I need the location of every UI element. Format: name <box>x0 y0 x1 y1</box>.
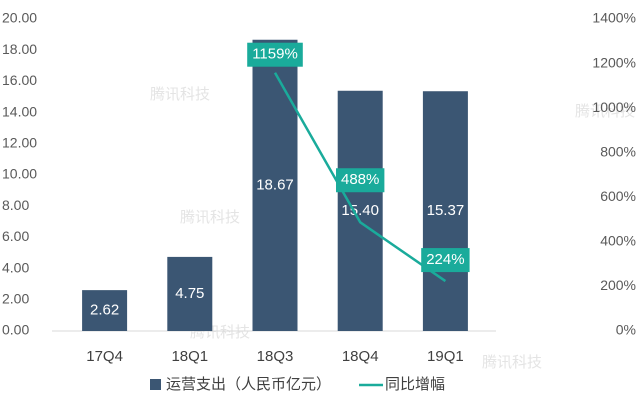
y2-tick-label: 600% <box>600 188 636 204</box>
x-tick-label: 18Q3 <box>257 348 294 365</box>
bar <box>167 256 213 331</box>
y-tick-label: 18.00 <box>2 41 37 57</box>
bar <box>82 290 128 331</box>
y-tick-label: 8.00 <box>2 197 29 213</box>
watermark: 腾讯科技 <box>180 209 240 226</box>
y2-tick-label: 1200% <box>592 54 636 70</box>
y2-tick-label: 1000% <box>592 99 636 115</box>
y2-tick-label: 0% <box>616 322 636 338</box>
bar <box>252 39 298 332</box>
watermark: 腾讯科技 <box>575 103 635 120</box>
y-tick-label: 12.00 <box>2 135 37 151</box>
line-label: 488% <box>341 171 379 188</box>
legend-label: 同比增幅 <box>385 376 445 393</box>
y-tick-label: 4.00 <box>2 259 29 275</box>
line <box>273 72 447 283</box>
bar-label: 2.62 <box>90 302 119 319</box>
x-tick-label: 19Q1 <box>427 348 464 365</box>
line-label: 1159% <box>252 46 298 63</box>
y-tick-label: 20.00 <box>2 10 37 26</box>
x-tick-label: 18Q4 <box>342 348 379 365</box>
bar-label: 18.67 <box>256 176 294 193</box>
bar <box>337 90 383 331</box>
line-label-box <box>336 168 385 193</box>
legend-swatch <box>150 379 161 390</box>
y2-tick-label: 200% <box>600 277 636 293</box>
y2-tick-label: 800% <box>600 143 636 159</box>
x-tick-label: 17Q4 <box>86 348 123 365</box>
bar-label: 15.40 <box>341 202 379 219</box>
bar-label: 15.37 <box>427 202 465 219</box>
watermark: 腾讯科技 <box>482 354 542 371</box>
bar-label: 4.75 <box>175 285 204 302</box>
y-tick-label: 0.00 <box>2 322 29 338</box>
bar <box>422 91 468 331</box>
line-label: 224% <box>426 251 464 268</box>
y-tick-label: 6.00 <box>2 228 29 244</box>
x-tick-label: 18Q1 <box>171 348 208 365</box>
y2-tick-label: 1400% <box>592 10 636 26</box>
line-label-box <box>421 248 470 273</box>
y-tick-label: 10.00 <box>2 166 37 182</box>
watermark: 腾讯科技 <box>150 86 210 103</box>
y-tick-label: 2.00 <box>2 291 29 307</box>
y-tick-label: 16.00 <box>2 72 37 88</box>
y-tick-label: 14.00 <box>2 103 37 119</box>
y2-tick-label: 400% <box>600 233 636 249</box>
legend-label: 运营支出（人民币亿元） <box>166 376 331 393</box>
line-label-box <box>247 42 303 67</box>
